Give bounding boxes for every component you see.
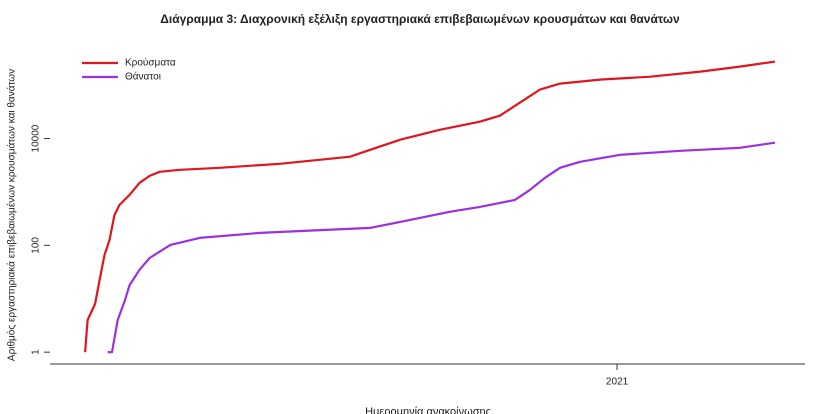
y-tick-label: 100 (31, 237, 42, 254)
y-axis-title: Αριθμός εργαστηριακά επιβεβαιωμένων κρου… (6, 69, 18, 361)
y-tick-label: 1 (31, 349, 42, 355)
line-series (84, 60, 776, 353)
chart-title: Διάγραμμα 3: Διαχρονική εξέλιξη εργαστηρ… (160, 12, 680, 26)
line-series (107, 141, 776, 354)
legend-label: Θάνατοι (125, 71, 161, 83)
x-tick-label: 2021 (606, 377, 629, 388)
x-axis-title: Ημερομηνία ανακοίνωσης (365, 406, 491, 414)
y-tick-label: 10000 (31, 124, 42, 152)
legend-label: Κρούσματα (125, 57, 176, 69)
